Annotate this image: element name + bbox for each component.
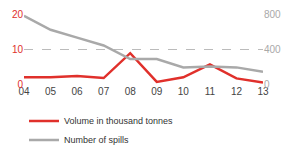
svg-text:800: 800 [264,9,281,20]
svg-text:0: 0 [264,79,270,90]
svg-text:06: 06 [72,86,84,97]
svg-text:07: 07 [98,86,110,97]
svg-text:Number of spills: Number of spills [64,135,129,145]
svg-text:05: 05 [45,86,57,97]
svg-text:11: 11 [205,86,216,97]
svg-text:09: 09 [151,86,163,97]
svg-text:10: 10 [178,86,190,97]
svg-text:400: 400 [264,44,281,55]
svg-text:10: 10 [12,44,24,55]
svg-text:12: 12 [231,86,243,97]
svg-text:0: 0 [17,79,23,90]
svg-text:Volume in thousand tonnes: Volume in thousand tonnes [64,116,173,126]
svg-text:13: 13 [257,86,269,97]
svg-text:04: 04 [18,86,30,97]
svg-text:20: 20 [12,9,24,20]
svg-text:08: 08 [125,86,137,97]
